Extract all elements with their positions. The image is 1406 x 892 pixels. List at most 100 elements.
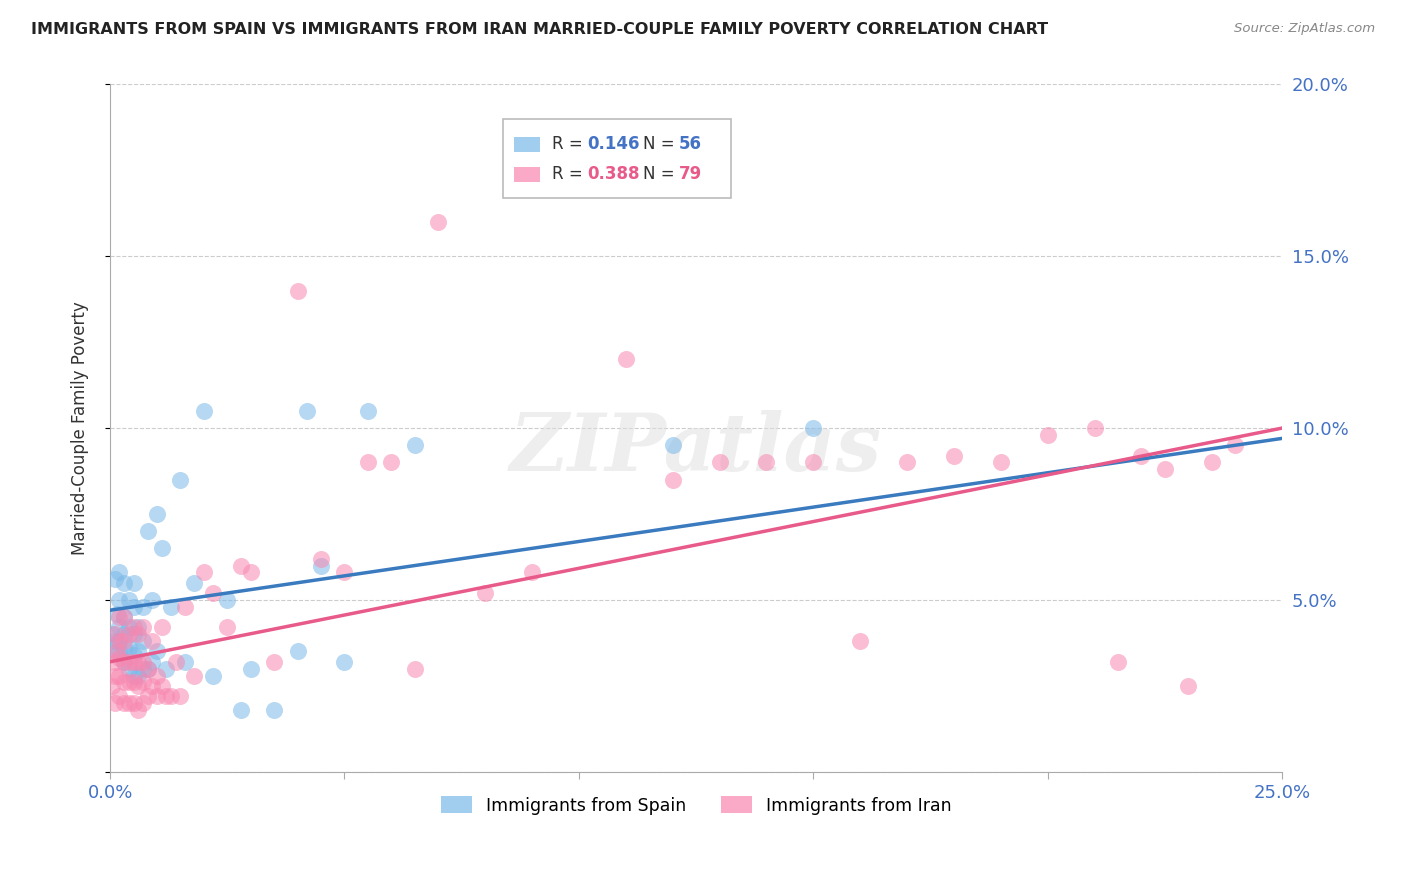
- FancyBboxPatch shape: [515, 167, 540, 182]
- Point: [112, 675, 135, 690]
- Point: [132, 620, 155, 634]
- Text: ZIPatlas: ZIPatlas: [510, 410, 882, 487]
- Point: [122, 627, 145, 641]
- Point: [474, 586, 496, 600]
- Text: R =: R =: [553, 165, 588, 183]
- Point: [614, 352, 637, 367]
- Point: [112, 610, 135, 624]
- Text: IMMIGRANTS FROM SPAIN VS IMMIGRANTS FROM IRAN MARRIED-COUPLE FAMILY POVERTY CORR: IMMIGRANTS FROM SPAIN VS IMMIGRANTS FROM…: [31, 22, 1047, 37]
- Point: [217, 593, 239, 607]
- Point: [112, 627, 135, 641]
- Point: [104, 644, 127, 658]
- Text: 0.388: 0.388: [588, 165, 640, 183]
- Point: [136, 662, 159, 676]
- Point: [231, 558, 253, 573]
- Point: [104, 634, 127, 648]
- Point: [309, 558, 332, 573]
- Point: [141, 634, 163, 648]
- Text: 0.146: 0.146: [588, 135, 640, 153]
- Point: [118, 696, 141, 710]
- Text: N =: N =: [644, 135, 681, 153]
- Point: [287, 284, 309, 298]
- Point: [801, 455, 824, 469]
- Point: [101, 627, 124, 641]
- Point: [150, 541, 173, 556]
- Point: [801, 421, 824, 435]
- Point: [122, 620, 145, 634]
- Point: [112, 634, 135, 648]
- Point: [1225, 438, 1247, 452]
- Point: [108, 620, 131, 634]
- Point: [127, 644, 149, 658]
- Point: [136, 662, 159, 676]
- Point: [661, 473, 683, 487]
- Point: [132, 599, 155, 614]
- Point: [104, 668, 127, 682]
- Point: [1154, 462, 1177, 476]
- Point: [202, 668, 225, 682]
- Point: [404, 662, 426, 676]
- Y-axis label: Married-Couple Family Poverty: Married-Couple Family Poverty: [72, 301, 89, 555]
- Point: [1201, 455, 1223, 469]
- Point: [942, 449, 965, 463]
- Point: [127, 679, 149, 693]
- Point: [202, 586, 225, 600]
- FancyBboxPatch shape: [515, 136, 540, 152]
- Text: R =: R =: [553, 135, 588, 153]
- Text: 79: 79: [679, 165, 702, 183]
- Point: [112, 696, 135, 710]
- Point: [136, 524, 159, 538]
- Point: [295, 404, 318, 418]
- Point: [990, 455, 1012, 469]
- Legend: Immigrants from Spain, Immigrants from Iran: Immigrants from Spain, Immigrants from I…: [440, 797, 952, 814]
- Point: [108, 634, 131, 648]
- Point: [755, 455, 778, 469]
- Point: [568, 180, 591, 194]
- Point: [174, 655, 197, 669]
- Point: [112, 640, 135, 655]
- Point: [127, 627, 149, 641]
- Point: [183, 575, 205, 590]
- Point: [104, 655, 127, 669]
- Point: [108, 566, 131, 580]
- Point: [127, 703, 149, 717]
- Point: [118, 662, 141, 676]
- Point: [309, 551, 332, 566]
- Point: [112, 610, 135, 624]
- Point: [132, 634, 155, 648]
- Point: [122, 675, 145, 690]
- Point: [108, 593, 131, 607]
- Text: N =: N =: [644, 165, 681, 183]
- Point: [174, 599, 197, 614]
- Point: [108, 668, 131, 682]
- Point: [132, 662, 155, 676]
- Point: [146, 644, 169, 658]
- Point: [101, 679, 124, 693]
- Point: [122, 696, 145, 710]
- Point: [141, 679, 163, 693]
- Point: [165, 655, 187, 669]
- Point: [127, 668, 149, 682]
- Point: [263, 703, 285, 717]
- Point: [169, 689, 191, 703]
- Point: [661, 438, 683, 452]
- Point: [108, 644, 131, 658]
- Point: [155, 689, 177, 703]
- Point: [146, 507, 169, 521]
- Point: [333, 566, 356, 580]
- Point: [118, 627, 141, 641]
- Point: [104, 627, 127, 641]
- Point: [108, 634, 131, 648]
- Text: Source: ZipAtlas.com: Source: ZipAtlas.com: [1234, 22, 1375, 36]
- Point: [112, 575, 135, 590]
- Point: [239, 566, 262, 580]
- Point: [132, 675, 155, 690]
- Point: [108, 651, 131, 665]
- Point: [118, 593, 141, 607]
- Point: [118, 620, 141, 634]
- Point: [132, 655, 155, 669]
- Text: 56: 56: [679, 135, 702, 153]
- Point: [357, 455, 380, 469]
- Point: [105, 607, 128, 621]
- Point: [104, 696, 127, 710]
